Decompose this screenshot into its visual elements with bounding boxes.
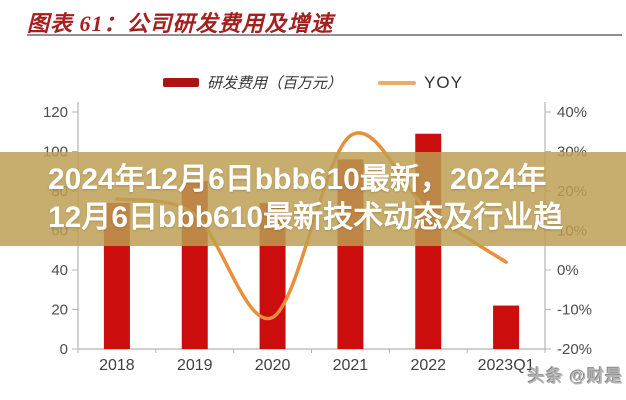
svg-text:2023Q1: 2023Q1 [478, 357, 535, 374]
bar-series-swatch-icon [163, 78, 200, 87]
overlay-text-line2: 12月6日bbb610最新技术动态及行业趋 [48, 201, 564, 234]
svg-text:-10%: -10% [557, 302, 592, 319]
svg-text:2020: 2020 [255, 357, 291, 374]
legend-label-rd-expense: 研发费用（百万元） [207, 76, 343, 92]
svg-text:0: 0 [60, 341, 68, 358]
svg-text:2018: 2018 [99, 357, 135, 374]
legend-label-yoy: YOY [424, 72, 463, 92]
x-axis: 2018 2019 2020 2021 2022 2023Q1 [77, 349, 546, 374]
svg-text:40%: 40% [557, 104, 587, 121]
legend-item-yoy: YOY [378, 73, 463, 93]
toutiao-watermark: 头条 @财是 [528, 367, 624, 386]
svg-text:2021: 2021 [333, 357, 369, 374]
svg-text:120: 120 [43, 104, 68, 121]
overlay-text-band: 2024年12月6日bbb610最新，2024年 12月6日bbb610最新技术… [0, 152, 626, 246]
overlay-text-line1: 2024年12月6日bbb610最新，2024年 [48, 163, 547, 196]
line-series-swatch-icon [378, 80, 417, 85]
svg-text:40: 40 [51, 262, 68, 279]
svg-text:-20%: -20% [557, 341, 592, 358]
svg-text:2022: 2022 [410, 357, 446, 374]
bar-2023Q1 [493, 305, 520, 349]
legend-item-rd-expense: 研发费用（百万元） [163, 72, 342, 93]
chart-legend: 研发费用（百万元） YOY [0, 72, 626, 93]
svg-text:2019: 2019 [177, 357, 213, 374]
svg-text:20: 20 [51, 302, 68, 319]
title-divider [27, 34, 622, 36]
figure-title: 图表 61：公司研发费用及增速 [27, 11, 334, 36]
svg-text:0%: 0% [557, 262, 579, 279]
